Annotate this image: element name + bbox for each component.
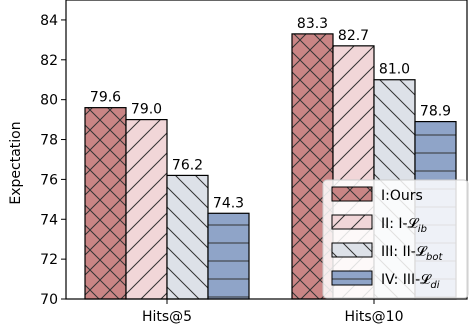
legend-label-main: III: II-𝓛 — [381, 244, 428, 260]
x-tick-label: Hits@10 — [344, 309, 403, 325]
legend-swatch — [331, 214, 373, 230]
legend-label-subscript: bot — [426, 252, 443, 263]
legend-swatch — [331, 270, 373, 286]
y-tick-label: 70 — [40, 292, 58, 308]
bar — [84, 107, 127, 300]
x-axis-ticks: Hits@5 Hits@10 — [142, 299, 404, 325]
legend-label-subscript: ib — [418, 224, 427, 235]
legend-label-main: I:Ours — [381, 188, 423, 204]
y-tick-label: 76 — [40, 172, 58, 188]
plot-frame — [65, 0, 468, 300]
legend-label: II: I-𝓛ib — [381, 216, 427, 235]
y-axis-label: Expectation — [8, 121, 24, 204]
legend-label: I:Ours — [381, 188, 423, 204]
legend-swatch — [331, 242, 373, 258]
bar-value-label: 76.2 — [172, 157, 203, 173]
bar-value-label: 74.3 — [213, 195, 244, 211]
legend-label: III: II-𝓛bot — [381, 244, 444, 263]
bar-value-label: 82.7 — [338, 28, 369, 44]
bar — [166, 174, 209, 300]
bar — [207, 212, 250, 300]
legend-label: IV: III-𝓛di — [381, 272, 440, 291]
legend: I:Ours II: I-𝓛ib III: II-𝓛bot IV: III-𝓛di — [322, 179, 469, 299]
y-tick-label: 74 — [40, 212, 58, 228]
y-tick-label: 84 — [40, 13, 58, 29]
y-tick-label: 78 — [40, 133, 58, 149]
legend-label-main: IV: III-𝓛 — [381, 272, 432, 288]
y-axis-ticks: 70 72 74 76 78 80 82 84 — [40, 13, 66, 308]
y-tick-label: 72 — [40, 252, 58, 268]
y-tick-label: 80 — [40, 93, 58, 109]
legend-frame — [322, 179, 469, 299]
bar-value-label: 83.3 — [297, 16, 328, 32]
bar-value-label: 79.0 — [131, 102, 162, 118]
legend-label-subscript: di — [430, 280, 439, 291]
bar-value-label: 78.9 — [420, 104, 451, 120]
legend-swatch — [331, 186, 373, 202]
x-tick-label: Hits@5 — [142, 309, 192, 325]
bar-value-label: 81.0 — [379, 62, 410, 78]
bar-value-label: 79.6 — [90, 90, 121, 106]
bar — [125, 118, 168, 300]
y-tick-label: 82 — [40, 53, 58, 69]
legend-label-main: II: I-𝓛 — [381, 216, 420, 232]
